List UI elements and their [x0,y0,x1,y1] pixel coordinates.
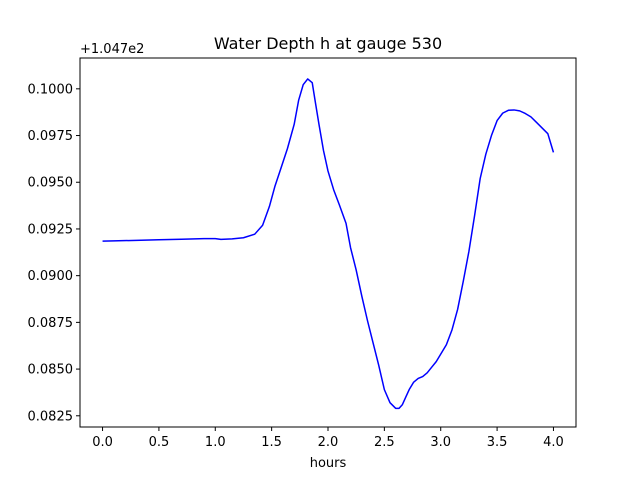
y-axis: 0.0825 0.0850 0.0875 0.0900 0.0925 0.0950 0.09… [28,82,80,424]
series-line-0 [102,78,555,410]
y-tick-label: 0.0900 [28,269,74,284]
y-tick-label: 0.0950 [28,176,74,191]
y-tick-label: 0.0825 [28,409,74,424]
x-axis: 0.0 0.5 1.0 1.5 2.0 2.5 3.0 3.5 4.0 [92,427,564,450]
x-axis-label: hours [310,456,347,471]
y-tick-label: 0.1000 [28,82,74,97]
x-tick-label: 2.0 [318,435,339,450]
x-tick-label: 2.5 [374,435,395,450]
x-tick-label: 4.0 [543,435,564,450]
x-tick-label: 1.0 [205,435,226,450]
y-axis-offset-label: +1.047e2 [80,42,144,57]
y-tick-label: 0.0875 [28,316,74,331]
y-tick-label: 0.0925 [28,222,74,237]
x-tick-label: 3.5 [487,435,508,450]
y-tick-label: 0.0975 [28,129,74,144]
x-tick-label: 3.0 [430,435,451,450]
y-tick-label: 0.0850 [28,363,74,378]
x-tick-label: 0.0 [92,435,113,450]
axes-frame [79,57,577,428]
plot-area [102,78,555,410]
x-tick-label: 1.5 [261,435,282,450]
x-tick-label: 0.5 [149,435,170,450]
chart-title: Water Depth h at gauge 530 [214,34,442,53]
